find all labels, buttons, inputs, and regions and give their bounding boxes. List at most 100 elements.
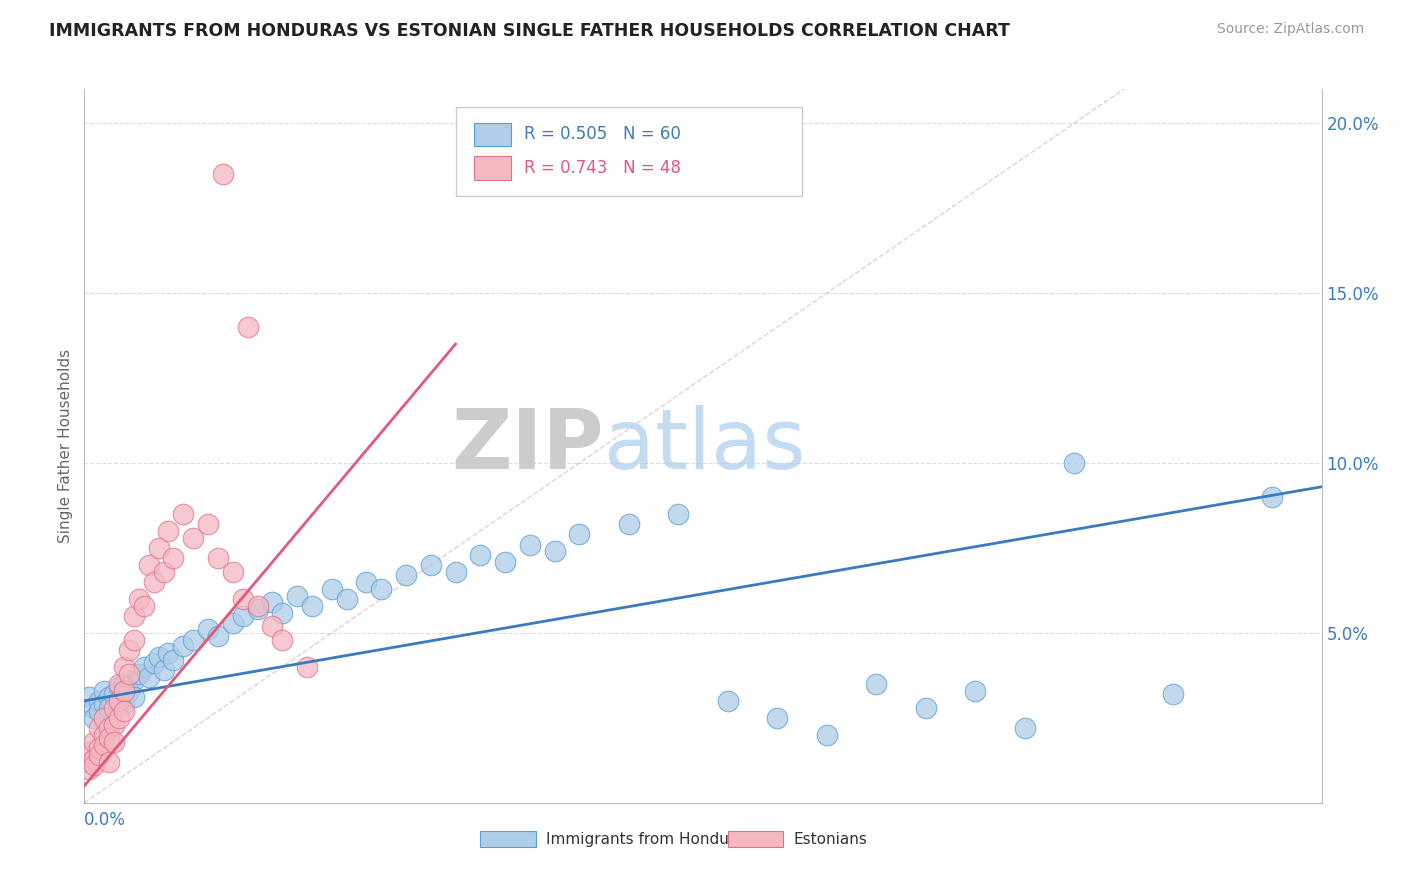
Point bbox=[766, 711, 789, 725]
Point bbox=[112, 704, 135, 718]
Point bbox=[222, 565, 245, 579]
Point bbox=[83, 700, 105, 714]
Point bbox=[717, 694, 740, 708]
Point bbox=[122, 632, 145, 647]
Point bbox=[271, 606, 294, 620]
Point bbox=[128, 591, 150, 606]
Text: 0.0%: 0.0% bbox=[84, 812, 127, 830]
Point bbox=[122, 673, 145, 688]
Text: Estonians: Estonians bbox=[793, 831, 868, 847]
Point bbox=[356, 574, 378, 589]
Point bbox=[419, 558, 441, 572]
Point bbox=[83, 734, 105, 748]
Point bbox=[79, 745, 101, 759]
Point bbox=[98, 755, 121, 769]
Point bbox=[89, 741, 111, 756]
Point bbox=[246, 599, 269, 613]
Point bbox=[79, 762, 101, 776]
Point bbox=[157, 646, 180, 660]
Point bbox=[93, 738, 115, 752]
Point bbox=[98, 721, 121, 735]
Point bbox=[148, 649, 170, 664]
Point bbox=[1063, 456, 1085, 470]
Point bbox=[93, 711, 115, 725]
Text: Source: ZipAtlas.com: Source: ZipAtlas.com bbox=[1216, 22, 1364, 37]
Point bbox=[108, 694, 131, 708]
Point bbox=[262, 619, 284, 633]
Point bbox=[148, 541, 170, 555]
Point bbox=[285, 589, 308, 603]
Text: IMMIGRANTS FROM HONDURAS VS ESTONIAN SINGLE FATHER HOUSEHOLDS CORRELATION CHART: IMMIGRANTS FROM HONDURAS VS ESTONIAN SIN… bbox=[49, 22, 1010, 40]
Point bbox=[157, 524, 180, 538]
FancyBboxPatch shape bbox=[474, 156, 512, 180]
Point bbox=[222, 615, 245, 630]
Text: Immigrants from Honduras: Immigrants from Honduras bbox=[546, 831, 752, 847]
Point bbox=[83, 751, 105, 765]
Point bbox=[295, 660, 318, 674]
Point bbox=[128, 666, 150, 681]
Point bbox=[142, 574, 165, 589]
Point bbox=[89, 721, 111, 735]
Point bbox=[112, 698, 135, 712]
Point bbox=[181, 632, 204, 647]
Point bbox=[1014, 721, 1036, 735]
Point bbox=[89, 748, 111, 763]
Point bbox=[112, 677, 135, 691]
Point bbox=[152, 565, 174, 579]
Point bbox=[207, 629, 229, 643]
Point bbox=[112, 660, 135, 674]
Point bbox=[444, 565, 467, 579]
Point bbox=[98, 700, 121, 714]
Point bbox=[83, 758, 105, 772]
Point bbox=[301, 599, 323, 613]
Point bbox=[108, 711, 131, 725]
Point bbox=[666, 507, 689, 521]
Point bbox=[89, 704, 111, 718]
Point bbox=[1261, 490, 1284, 504]
Point bbox=[543, 544, 565, 558]
Point bbox=[118, 643, 141, 657]
Point bbox=[132, 599, 155, 613]
Point bbox=[519, 537, 541, 551]
Point bbox=[271, 632, 294, 647]
Point bbox=[118, 666, 141, 681]
Point bbox=[108, 677, 131, 691]
Point bbox=[395, 568, 418, 582]
Text: ZIP: ZIP bbox=[451, 406, 605, 486]
FancyBboxPatch shape bbox=[481, 831, 536, 847]
Point bbox=[172, 640, 194, 654]
Point bbox=[93, 683, 115, 698]
Point bbox=[262, 595, 284, 609]
Point bbox=[83, 711, 105, 725]
Point bbox=[181, 531, 204, 545]
Point bbox=[79, 690, 101, 705]
Point bbox=[89, 694, 111, 708]
Point bbox=[865, 677, 887, 691]
Point bbox=[172, 507, 194, 521]
Text: R = 0.743   N = 48: R = 0.743 N = 48 bbox=[523, 159, 681, 177]
Point bbox=[103, 700, 125, 714]
Point bbox=[815, 728, 838, 742]
FancyBboxPatch shape bbox=[456, 107, 801, 196]
Point bbox=[617, 517, 640, 532]
Point bbox=[197, 517, 219, 532]
Text: R = 0.505   N = 60: R = 0.505 N = 60 bbox=[523, 125, 681, 143]
Point bbox=[965, 683, 987, 698]
Point bbox=[122, 608, 145, 623]
Point bbox=[232, 591, 254, 606]
Point bbox=[138, 558, 160, 572]
Point bbox=[336, 591, 359, 606]
Point bbox=[470, 548, 492, 562]
Point bbox=[118, 683, 141, 698]
Point bbox=[162, 551, 184, 566]
Point bbox=[1161, 687, 1184, 701]
Point bbox=[232, 608, 254, 623]
Point bbox=[103, 717, 125, 731]
Point bbox=[494, 555, 516, 569]
Point bbox=[321, 582, 343, 596]
Point bbox=[98, 690, 121, 705]
Point bbox=[103, 734, 125, 748]
Point bbox=[207, 551, 229, 566]
Point bbox=[212, 167, 235, 181]
Point bbox=[79, 755, 101, 769]
